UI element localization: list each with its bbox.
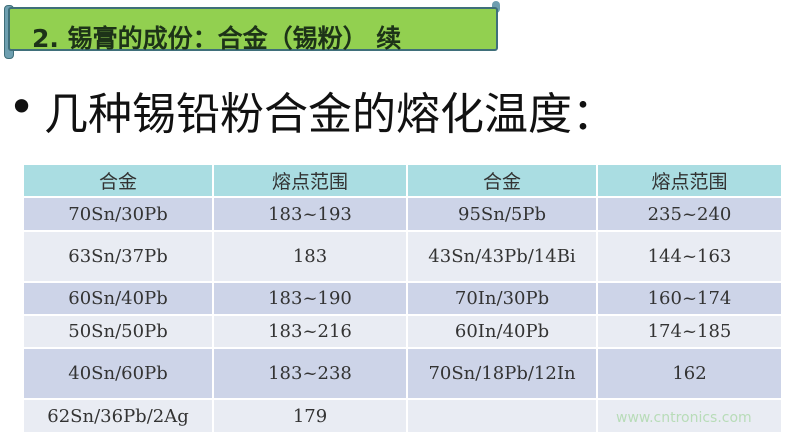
alloy-cell: 60Sn/40Pb (24, 283, 212, 314)
melting-range-cell: 160~174 (598, 283, 781, 314)
melting-range-cell: 174~185 (598, 316, 781, 347)
alloy-cell: 70Sn/30Pb (24, 198, 212, 230)
alloy-cell (408, 400, 596, 432)
bullet-icon: • (8, 80, 36, 134)
table-row: 50Sn/50Pb 183~216 60In/40Pb 174~185 (24, 316, 781, 347)
heading: 几种锡铅粉合金的熔化温度： (44, 89, 616, 140)
melting-range-cell: 183~190 (214, 283, 406, 314)
title-banner: 2. 锡膏的成份：合金（锡粉） 续 (8, 7, 498, 53)
alloy-cell: 95Sn/5Pb (408, 198, 596, 230)
table-header: 合金 熔点范围 合金 熔点范围 (24, 165, 781, 196)
melting-range-cell: 183~238 (214, 349, 406, 398)
watermark: www.cntronics.com (616, 410, 752, 426)
melting-range-cell: 179 (214, 400, 406, 432)
alloy-cell: 40Sn/60Pb (24, 349, 212, 398)
header-melting-range: 熔点范围 (214, 165, 406, 196)
melting-range-cell: 183 (214, 232, 406, 281)
melting-range-cell: 144~163 (598, 232, 781, 281)
melting-range-cell (598, 400, 781, 432)
header-alloy: 合金 (24, 165, 212, 196)
alloy-cell: 63Sn/37Pb (24, 232, 212, 281)
table-row: 62Sn/36Pb/2Ag 179 (24, 400, 781, 432)
table-row: 60Sn/40Pb 183~190 70In/30Pb 160~174 (24, 283, 781, 314)
melting-range-cell: 235~240 (598, 198, 781, 230)
table-row: 70Sn/30Pb 183~193 95Sn/5Pb 235~240 (24, 198, 781, 230)
alloy-cell: 43Sn/43Pb/14Bi (408, 232, 596, 281)
banner-title: 2. 锡膏的成份：合金（锡粉） 续 (32, 24, 402, 53)
alloy-cell: 50Sn/50Pb (24, 316, 212, 347)
melting-range-cell: 162 (598, 349, 781, 398)
alloy-table: 合金 熔点范围 合金 熔点范围 70Sn/30Pb 183~193 95Sn/5Pb… (22, 163, 783, 434)
alloy-cell: 62Sn/36Pb/2Ag (24, 400, 212, 432)
alloy-cell: 70In/30Pb (408, 283, 596, 314)
alloy-cell: 70Sn/18Pb/12In (408, 349, 596, 398)
header-alloy: 合金 (408, 165, 596, 196)
melting-range-cell: 183~216 (214, 316, 406, 347)
table-row: 40Sn/60Pb 183~238 70Sn/18Pb/12In 162 (24, 349, 781, 398)
alloy-cell: 60In/40Pb (408, 316, 596, 347)
header-melting-range: 熔点范围 (598, 165, 781, 196)
table-row: 63Sn/37Pb 183 43Sn/43Pb/14Bi 144~163 (24, 232, 781, 281)
melting-range-cell: 183~193 (214, 198, 406, 230)
